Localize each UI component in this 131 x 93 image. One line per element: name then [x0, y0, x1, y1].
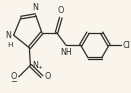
Text: O: O: [10, 72, 17, 81]
Text: +: +: [37, 65, 42, 70]
Text: N: N: [33, 3, 39, 12]
Text: O: O: [58, 6, 64, 15]
Text: H: H: [7, 42, 13, 48]
Text: −: −: [10, 77, 17, 86]
Text: NH: NH: [60, 48, 72, 57]
Text: N: N: [5, 31, 11, 40]
Text: O: O: [44, 72, 51, 81]
Text: Cl: Cl: [123, 41, 130, 50]
Text: N: N: [33, 61, 39, 70]
